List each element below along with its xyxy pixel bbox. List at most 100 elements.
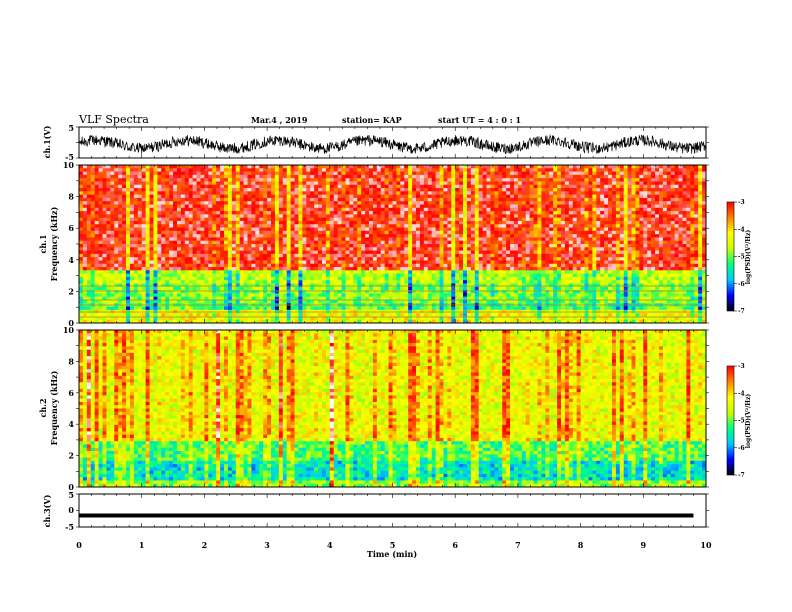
spectrogram-cell — [577, 228, 581, 232]
spectrogram-cell — [487, 191, 491, 195]
spectrogram-cell — [467, 208, 471, 212]
spectrogram-cell — [228, 231, 232, 235]
spectrogram-cell — [471, 224, 475, 228]
spectrogram-cell — [459, 228, 463, 232]
spectrogram-cell — [385, 178, 389, 182]
spectrogram-cell — [686, 254, 690, 258]
spectrogram-cell — [318, 254, 322, 258]
spectrogram-cell — [314, 214, 318, 218]
spectrogram-cell — [114, 188, 118, 192]
spectrogram-cell — [181, 165, 185, 169]
spectrogram-cell — [667, 191, 671, 195]
spectrogram-cell — [255, 205, 259, 209]
spectrogram-cell — [447, 201, 451, 205]
spectrogram-cell — [87, 181, 91, 185]
spectrogram-cell — [267, 218, 271, 222]
spectrogram-cell — [530, 260, 534, 264]
spectrogram-cell — [189, 185, 193, 189]
spectrogram-cell — [224, 175, 228, 179]
spectrogram-cell — [361, 264, 365, 268]
spectrogram-cell — [267, 221, 271, 225]
spectrogram-cell — [345, 221, 349, 225]
spectrogram-cell — [440, 208, 444, 212]
spectrogram-cell — [87, 211, 91, 215]
spectrogram-cell — [342, 201, 346, 205]
spectrogram-cell — [130, 175, 134, 179]
spectrogram-cell — [659, 211, 663, 215]
spectrogram-cell — [248, 257, 252, 261]
spectrogram-cell — [381, 201, 385, 205]
spectrogram-cell — [373, 247, 377, 251]
spectrogram-cell — [393, 198, 397, 202]
spectrogram-cell — [608, 251, 612, 255]
spectrogram-cell — [302, 195, 306, 199]
spectrogram-cell — [381, 172, 385, 176]
spectrogram-cell — [236, 264, 240, 268]
spectrogram-cell — [549, 201, 553, 205]
spectrogram-cell — [608, 218, 612, 222]
spectrogram-cell — [393, 260, 397, 264]
spectrogram-cell — [483, 175, 487, 179]
spectrogram-cell — [106, 185, 110, 189]
spectrogram-cell — [624, 205, 628, 209]
spectrogram-cell — [502, 251, 506, 255]
spectrogram-cell — [581, 195, 585, 199]
spectrogram-cell — [338, 231, 342, 235]
spectrogram-cell — [416, 218, 420, 222]
spectrogram-cell — [561, 191, 565, 195]
spectrogram-cell — [675, 168, 679, 172]
spectrogram-cell — [675, 201, 679, 205]
spectrogram-cell — [228, 218, 232, 222]
spectrogram-cell — [212, 221, 216, 225]
spectrogram-cell — [428, 181, 432, 185]
spectrogram-cell — [416, 211, 420, 215]
spectrogram-cell — [647, 231, 651, 235]
spectrogram-cell — [639, 205, 643, 209]
spectrogram-cell — [455, 218, 459, 222]
spectrogram-cell — [193, 231, 197, 235]
spectrogram-cell — [440, 224, 444, 228]
spectrogram-cell — [514, 198, 518, 202]
spectrogram-cell — [204, 221, 208, 225]
spectrogram-cell — [318, 191, 322, 195]
spectrogram-cell — [428, 188, 432, 192]
spectrogram-cell — [420, 224, 424, 228]
spectrogram-cell — [487, 234, 491, 238]
spectrogram-cell — [455, 228, 459, 232]
spectrogram-cell — [208, 221, 212, 225]
spectrogram-cell — [103, 172, 107, 176]
spectrogram-cell — [526, 198, 530, 202]
spectrogram-cell — [326, 251, 330, 255]
spectrogram-cell — [518, 165, 522, 169]
spectrogram-cell — [585, 211, 589, 215]
spectrogram-cell — [432, 244, 436, 248]
spectrogram-cell — [592, 224, 596, 228]
spectrogram-cell — [541, 208, 545, 212]
spectrogram-cell — [216, 247, 220, 251]
spectrogram-cell — [193, 168, 197, 172]
spectrogram-cell — [106, 205, 110, 209]
spectrogram-cell — [291, 224, 295, 228]
spectrogram-cell — [330, 168, 334, 172]
spectrogram-cell — [169, 168, 173, 172]
spectrogram-cell — [369, 178, 373, 182]
spectrogram-cell — [369, 247, 373, 251]
spectrogram-cell — [295, 211, 299, 215]
spectrogram-cell — [620, 221, 624, 225]
spectrogram-cell — [197, 231, 201, 235]
spectrogram-cell — [232, 201, 236, 205]
spectrogram-cell — [647, 175, 651, 179]
spectrogram-cell — [463, 231, 467, 235]
spectrogram-cell — [506, 198, 510, 202]
spectrogram-cell — [440, 165, 444, 169]
spectrogram-cell — [651, 208, 655, 212]
spectrogram-cell — [541, 205, 545, 209]
spectrogram-cell — [208, 208, 212, 212]
spectrogram-cell — [420, 198, 424, 202]
spectrogram-cell — [424, 214, 428, 218]
spectrogram-cell — [334, 221, 338, 225]
spectrogram-cell — [357, 211, 361, 215]
spectrogram-cell — [146, 231, 150, 235]
spectrogram-cell — [471, 237, 475, 241]
spectrogram-cell — [675, 224, 679, 228]
